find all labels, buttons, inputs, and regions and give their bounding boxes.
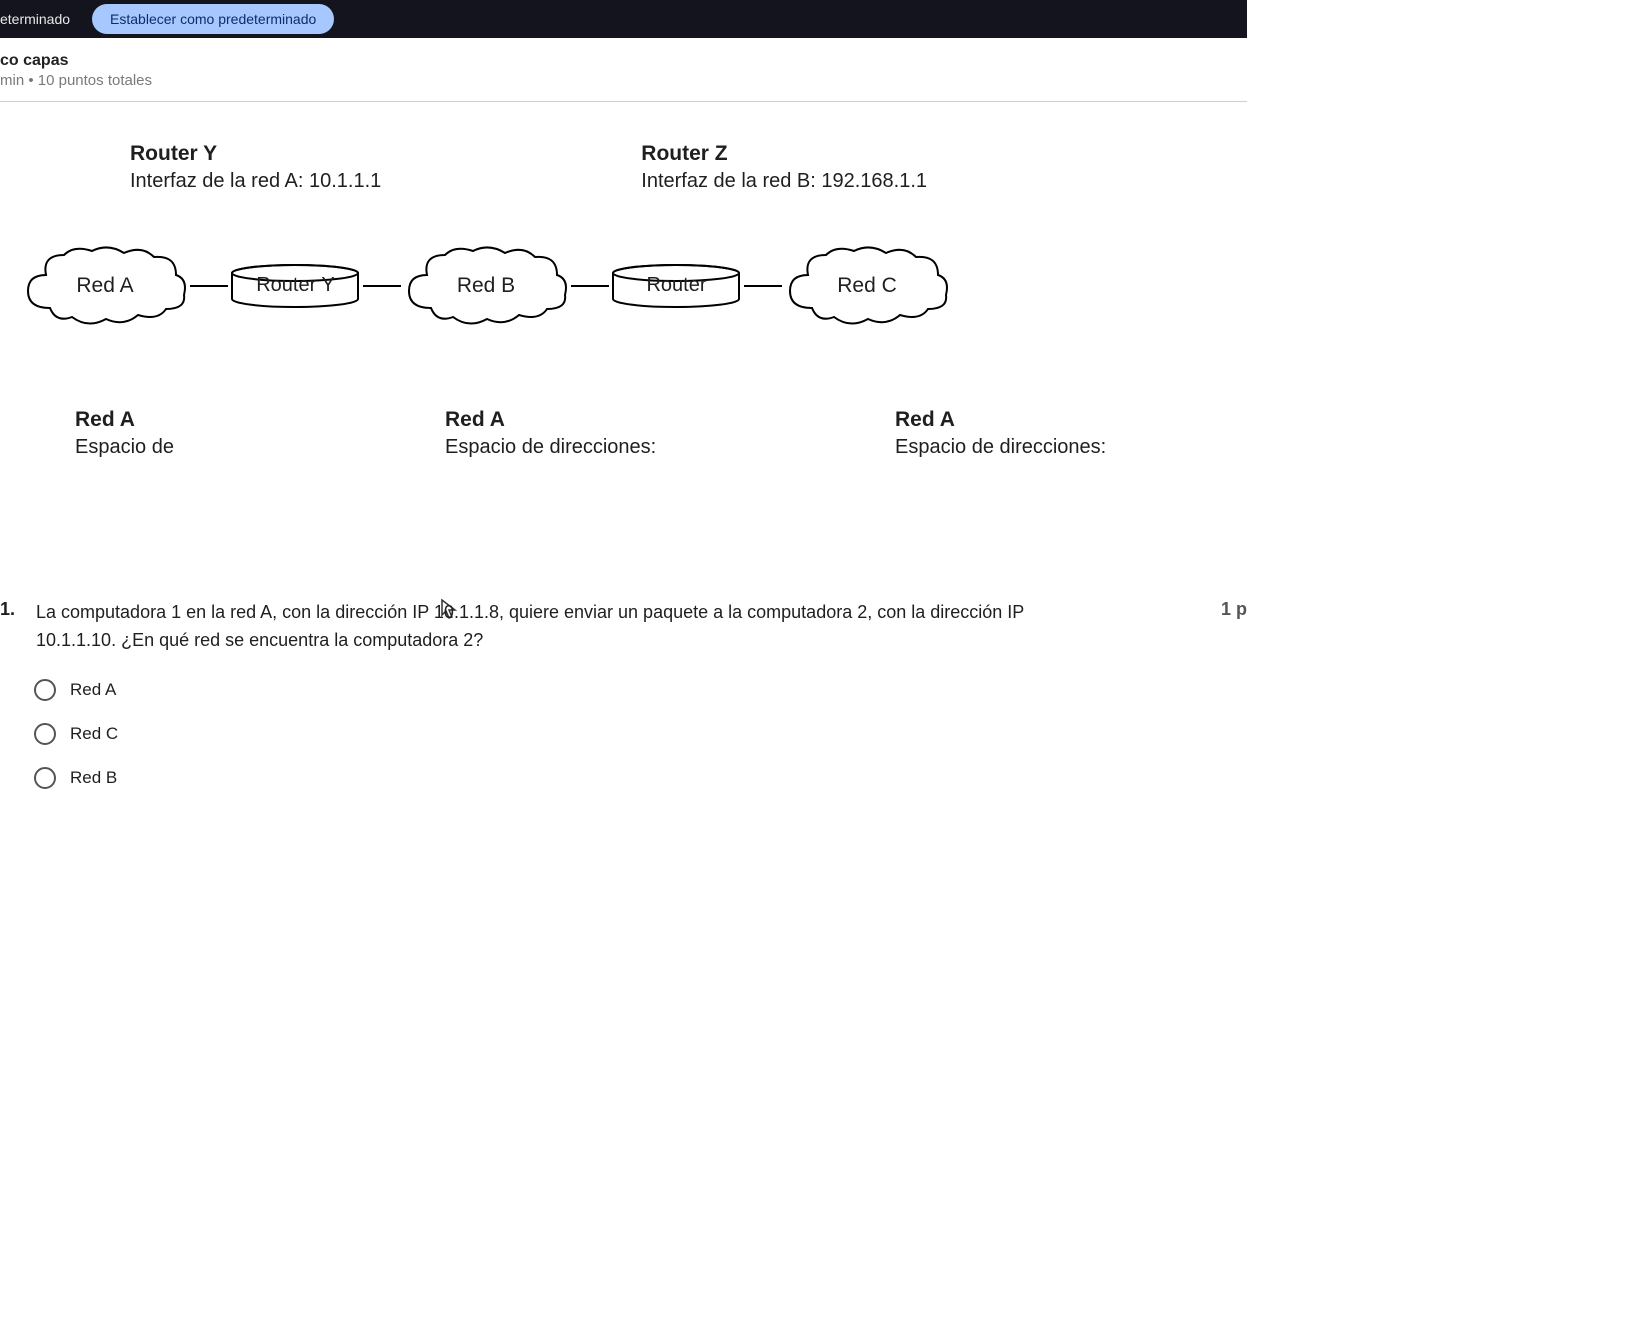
option-c[interactable]: Red C [34, 723, 1247, 745]
router-y-node: Router Y [228, 263, 363, 309]
addr-b-sub: Espacio de direcciones: [445, 436, 705, 459]
sub-header: co capas min • 10 puntos totales [0, 38, 1247, 102]
link-line [744, 285, 782, 287]
cloud-net-c: Red C [782, 243, 952, 328]
cloud-label-c: Red C [837, 274, 897, 298]
radio-icon[interactable] [34, 723, 56, 745]
quiz-meta: min • 10 puntos totales [0, 72, 1247, 89]
option-a[interactable]: Red A [34, 679, 1247, 701]
radio-icon[interactable] [34, 679, 56, 701]
cloud-label-a: Red A [76, 274, 133, 298]
options-list: Red A Red C Red B [0, 679, 1247, 789]
option-b-label: Red B [70, 768, 117, 788]
cloud-net-b: Red B [401, 243, 571, 328]
content-area: Router Y Interfaz de la red A: 10.1.1.1 … [0, 102, 1247, 789]
question-row: 1. La computadora 1 en la red A, con la … [0, 599, 1247, 655]
question-block: 1. La computadora 1 en la red A, con la … [0, 599, 1247, 789]
addr-a-title: Red A [75, 408, 255, 432]
router-y-label: Router Y [256, 274, 335, 297]
addr-block-c: Red A Espacio de direcciones: [895, 408, 1175, 459]
addr-block-b: Red A Espacio de direcciones: [445, 408, 705, 459]
address-space-row: Red A Espacio de Red A Espacio de direcc… [0, 408, 1247, 459]
link-line [571, 285, 609, 287]
addr-b-title: Red A [445, 408, 705, 432]
router-z-info: Router Z Interfaz de la red B: 192.168.1… [641, 142, 927, 193]
top-bar: eterminado Establecer como predeterminad… [0, 0, 1247, 38]
router-y-interface: Interfaz de la red A: 10.1.1.1 [130, 170, 381, 193]
radio-icon[interactable] [34, 767, 56, 789]
question-number: 1. [0, 599, 20, 655]
router-z-title: Router Z [641, 142, 927, 166]
option-c-label: Red C [70, 724, 118, 744]
addr-a-sub: Espacio de [75, 436, 255, 459]
addr-block-a: Red A Espacio de [75, 408, 255, 459]
set-default-button[interactable]: Establecer como predeterminado [92, 4, 334, 34]
link-line [190, 285, 228, 287]
router-y-info: Router Y Interfaz de la red A: 10.1.1.1 [130, 142, 381, 193]
router-z-node: Router [609, 263, 744, 309]
quiz-title: co capas [0, 52, 1247, 70]
router-z-interface: Interfaz de la red B: 192.168.1.1 [641, 170, 927, 193]
addr-c-title: Red A [895, 408, 1175, 432]
router-y-title: Router Y [130, 142, 381, 166]
option-a-label: Red A [70, 680, 116, 700]
router-z-label: Router [646, 274, 706, 297]
question-points: 1 p [1221, 599, 1247, 620]
router-info-row: Router Y Interfaz de la red A: 10.1.1.1 … [0, 142, 1247, 193]
cloud-label-b: Red B [457, 274, 515, 298]
topbar-left-label: eterminado [0, 5, 80, 33]
addr-c-sub: Espacio de direcciones: [895, 436, 1175, 459]
link-line [363, 285, 401, 287]
option-b[interactable]: Red B [34, 767, 1247, 789]
network-diagram: Red A Router Y Red B Router [0, 243, 1247, 328]
cloud-net-a: Red A [20, 243, 190, 328]
question-text: La computadora 1 en la red A, con la dir… [36, 599, 1106, 655]
